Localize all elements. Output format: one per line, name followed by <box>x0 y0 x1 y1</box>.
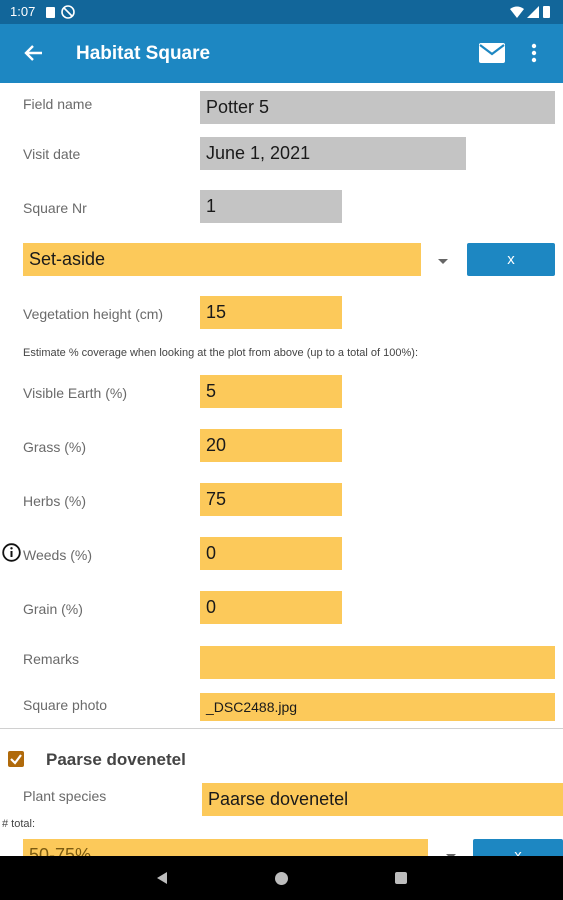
back-arrow-icon[interactable] <box>22 42 44 69</box>
section-divider <box>0 728 563 729</box>
form-content: Field name Potter 5 Visit date June 1, 2… <box>0 83 563 856</box>
vegetation-height-input[interactable]: 15 <box>200 296 342 329</box>
grain-label: Grain (%) <box>23 601 83 617</box>
species-checkbox[interactable] <box>8 751 24 767</box>
species-section-title: Paarse dovenetel <box>46 750 186 769</box>
checkmark-icon <box>10 754 22 765</box>
square-photo-label: Square photo <box>23 697 108 713</box>
plant-species-input[interactable]: Paarse dovenetel <box>202 783 563 816</box>
square-nr-input[interactable]: 1 <box>200 190 342 223</box>
grain-input[interactable]: 0 <box>200 591 342 624</box>
field-name-label: Field name <box>23 96 93 112</box>
herbs-input[interactable]: 75 <box>200 483 342 516</box>
plant-species-label: Plant species <box>23 788 107 804</box>
chevron-down-icon[interactable] <box>438 259 448 264</box>
visit-date-label: Visit date <box>23 146 81 162</box>
square-photo-input[interactable]: _DSC2488.jpg <box>200 693 555 721</box>
system-nav-bar <box>0 856 563 900</box>
visit-date-input[interactable]: June 1, 2021 <box>200 137 466 170</box>
weeds-label: Weeds (%) <box>23 547 92 563</box>
visible-earth-input[interactable]: 5 <box>200 375 342 408</box>
grass-input[interactable]: 20 <box>200 429 342 462</box>
total-select[interactable]: 50-75% <box>23 839 428 856</box>
status-time: 1:07 <box>10 4 36 19</box>
remarks-input[interactable] <box>200 646 555 679</box>
grass-label: Grass (%) <box>23 439 86 455</box>
vegetation-height-label: Vegetation height (cm) <box>23 306 164 322</box>
page-title: Habitat Square <box>76 43 211 64</box>
field-name-input[interactable]: Potter 5 <box>200 91 555 124</box>
nav-home-icon[interactable] <box>275 872 288 885</box>
total-label: # total: <box>2 818 36 830</box>
system-status-icons <box>509 5 553 24</box>
status-bar: 1:07 <box>0 0 563 24</box>
coverage-hint: Estimate % coverage when looking at the … <box>23 347 419 359</box>
clear-total-button[interactable]: x <box>473 839 563 856</box>
info-icon[interactable] <box>2 543 21 567</box>
remarks-label: Remarks <box>23 651 80 667</box>
nav-recents-icon[interactable] <box>395 872 407 884</box>
visible-earth-label: Visible Earth (%) <box>23 385 128 401</box>
chevron-down-icon[interactable] <box>446 854 456 856</box>
more-options-icon[interactable] <box>529 42 539 69</box>
notification-icons <box>44 5 84 24</box>
app-bar: Habitat Square <box>0 24 563 83</box>
herbs-label: Herbs (%) <box>23 493 87 509</box>
habitat-type-select[interactable]: Set-aside <box>23 243 421 276</box>
mail-icon[interactable] <box>478 42 506 69</box>
weeds-input[interactable]: 0 <box>200 537 342 570</box>
square-nr-label: Square Nr <box>23 200 87 216</box>
nav-back-icon[interactable] <box>155 871 169 890</box>
clear-habitat-button[interactable]: x <box>467 243 555 276</box>
